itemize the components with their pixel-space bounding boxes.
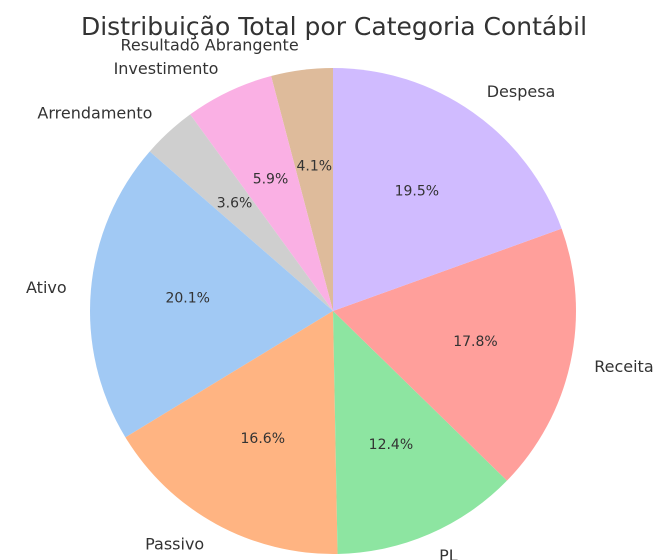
pie-slice (333, 68, 562, 311)
slice-label: Despesa (487, 82, 556, 101)
pie-slice (333, 311, 507, 554)
pie-slice (149, 114, 333, 311)
slice-value-label: 12.4% (369, 437, 413, 453)
slice-value-label: 3.6% (217, 195, 253, 211)
pie-slice (333, 228, 576, 481)
pie-slice (190, 76, 333, 311)
slice-label: Receita (594, 357, 653, 376)
slice-value-label: 16.6% (241, 431, 285, 447)
slice-label: Resultado Abrangente (121, 35, 299, 54)
slice-value-label: 5.9% (253, 171, 289, 187)
slice-label: Passivo (145, 535, 204, 554)
slice-label: Ativo (26, 278, 67, 297)
slice-value-label: 20.1% (165, 291, 209, 307)
slice-value-label: 4.1% (296, 158, 332, 174)
slice-value-label: 17.8% (453, 334, 497, 350)
chart-title: Distribuição Total por Categoria Contábi… (81, 12, 587, 41)
slice-label: Arrendamento (37, 103, 152, 122)
slice-label: Investimento (114, 59, 219, 78)
pie-slice (125, 311, 338, 555)
slice-value-label: 19.5% (395, 184, 439, 200)
pie-slice (271, 68, 333, 311)
slice-label: PL (439, 546, 458, 560)
pie-slice (89, 151, 333, 438)
